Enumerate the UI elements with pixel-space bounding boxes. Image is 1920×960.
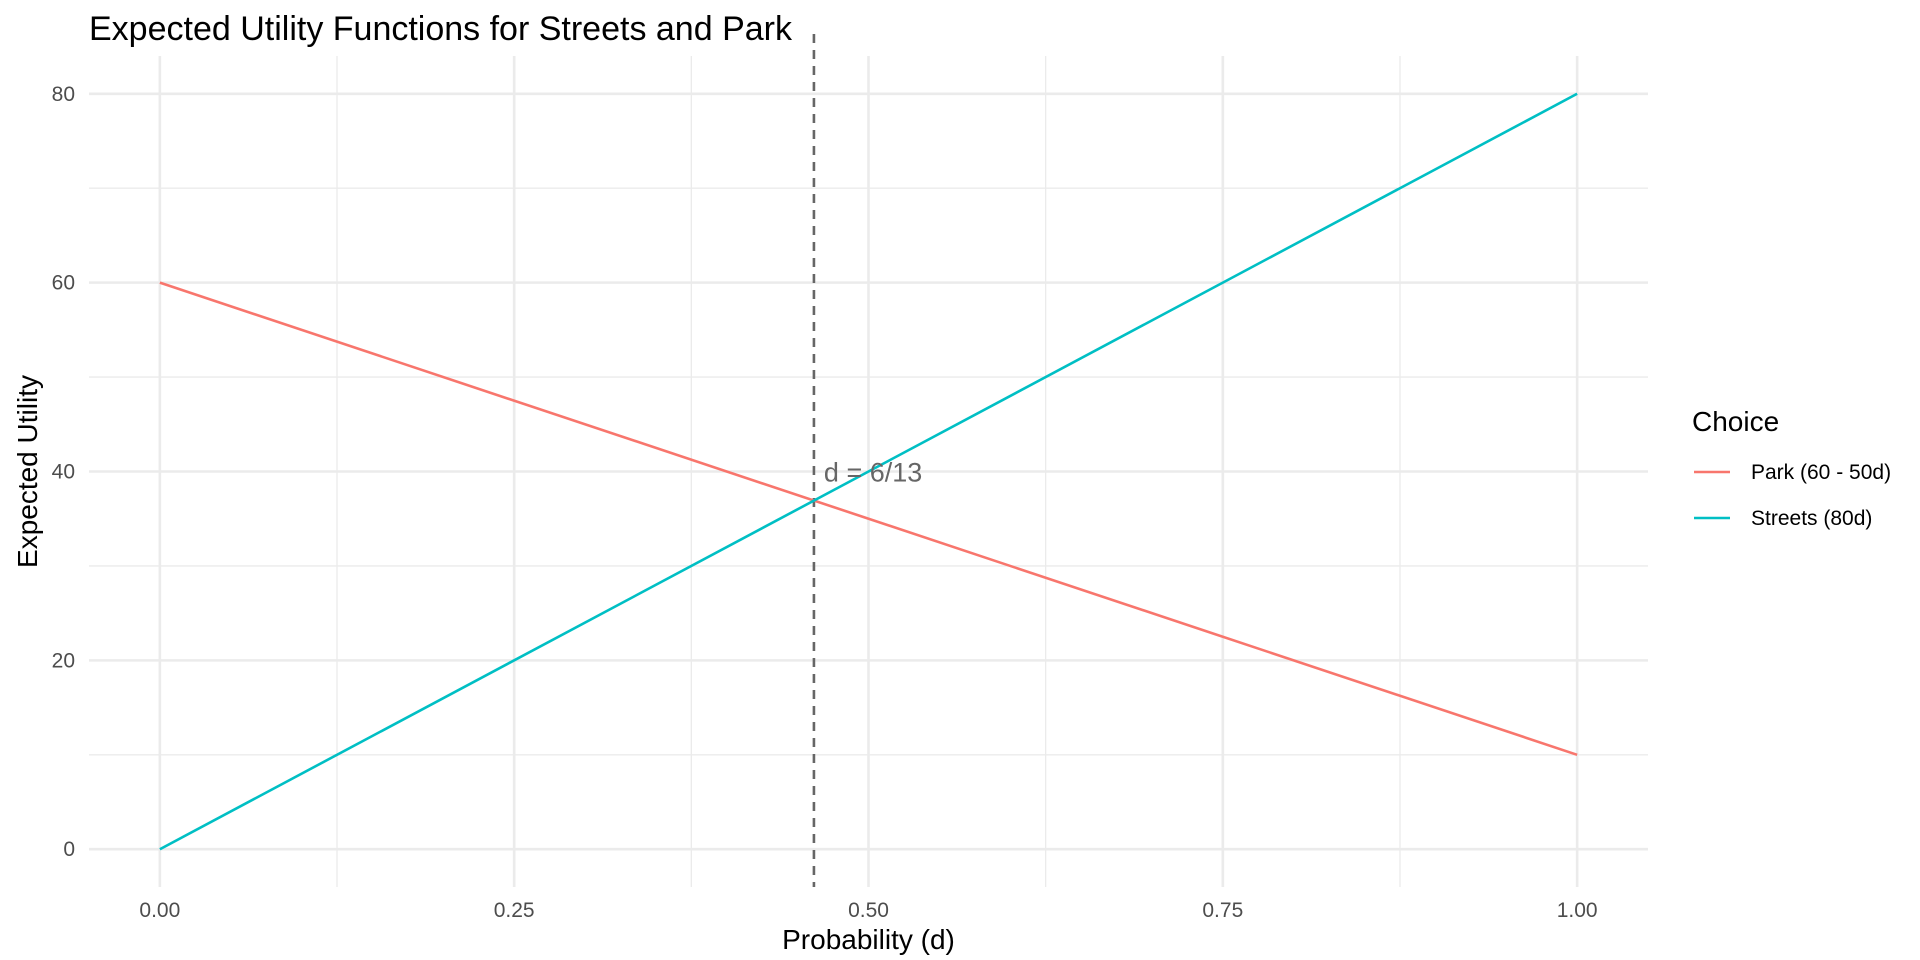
- legend-title: Choice: [1692, 406, 1779, 437]
- tick-labels: 0.00 0.25 0.50 0.75 1.00 0 20 40 60 80: [52, 83, 1598, 922]
- x-tick-label: 0.00: [139, 899, 180, 922]
- y-axis-title: Expected Utility: [12, 375, 43, 568]
- legend-items: Park (60 - 50d) Streets (80d): [1694, 461, 1891, 530]
- grid: [89, 56, 1648, 887]
- chart-title: Expected Utility Functions for Streets a…: [89, 10, 793, 48]
- y-tick-label: 60: [52, 272, 75, 295]
- annotation-group: d = 6/13: [824, 458, 922, 488]
- x-tick-label: 0.75: [1202, 899, 1243, 922]
- y-tick-label: 40: [52, 461, 75, 484]
- series-group: [159, 92, 1578, 851]
- x-axis-title: Probability (d): [782, 924, 955, 955]
- legend-label-0: Park (60 - 50d): [1751, 461, 1891, 484]
- legend: Choice Park (60 - 50d) Streets (80d): [1692, 406, 1891, 530]
- x-tick-label: 0.50: [848, 899, 889, 922]
- series-line-1: [159, 92, 1578, 851]
- legend-label-1: Streets (80d): [1751, 507, 1872, 530]
- y-tick-label: 20: [52, 649, 75, 672]
- y-tick-label: 80: [52, 83, 75, 106]
- y-tick-label: 0: [63, 838, 75, 861]
- x-tick-label: 1.00: [1557, 899, 1598, 922]
- annotation-label: d = 6/13: [824, 458, 922, 488]
- series-line-0: [159, 281, 1578, 757]
- x-tick-label: 0.25: [494, 899, 535, 922]
